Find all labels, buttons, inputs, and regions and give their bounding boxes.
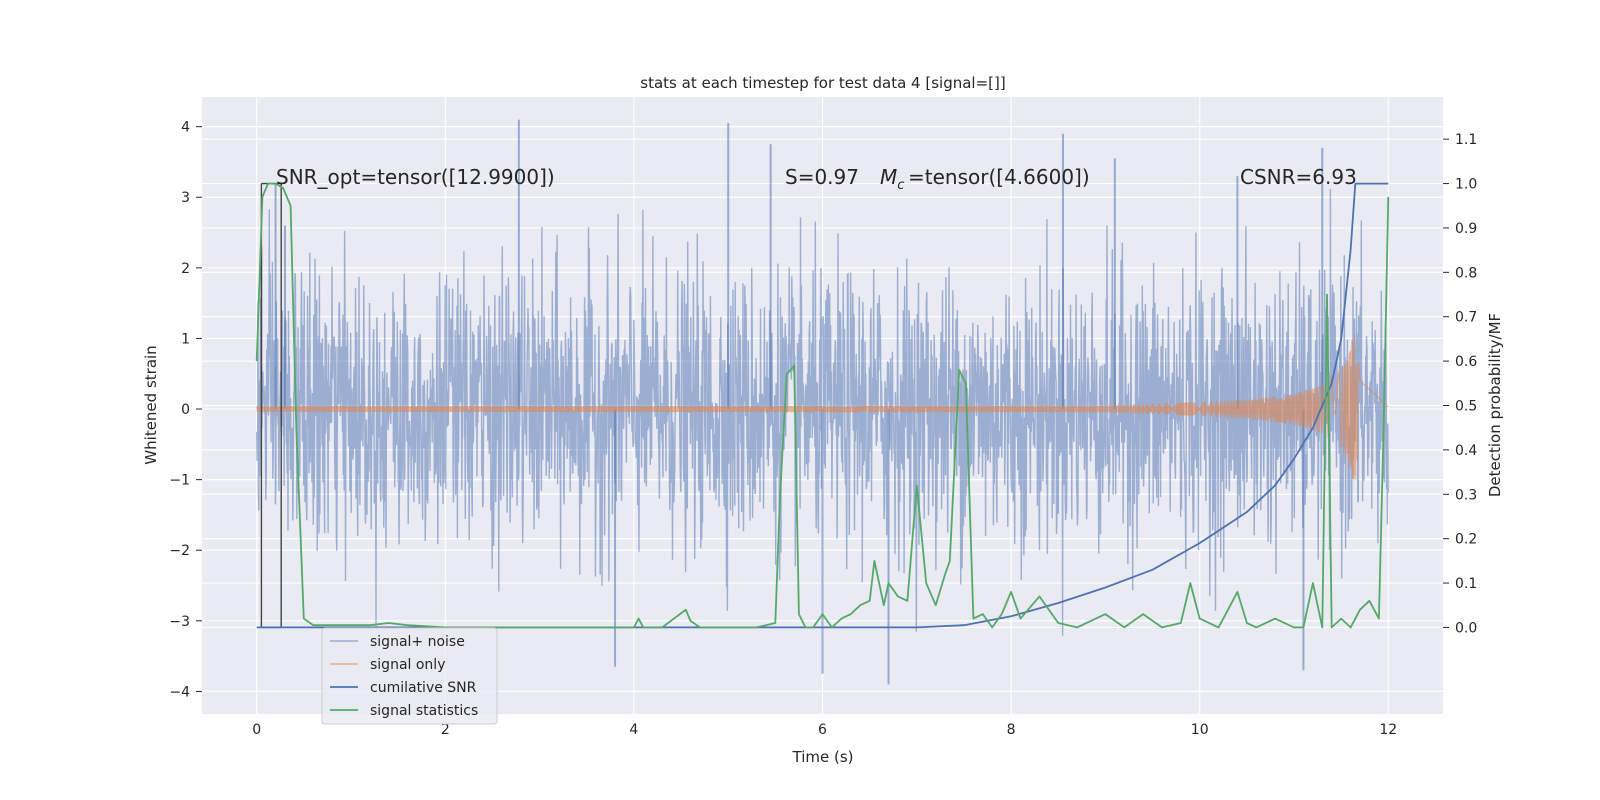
y2-tick-label: 0.6	[1455, 354, 1477, 370]
x-tick-label: 8	[1007, 722, 1016, 738]
y-tick-label: 4	[181, 120, 190, 136]
y2-tick-label: 0.4	[1455, 443, 1477, 459]
y2-tick-label: 0.3	[1455, 487, 1477, 503]
chart-title: stats at each timestep for test data 4 […	[640, 74, 1005, 92]
x-tick-label: 2	[441, 722, 450, 738]
series-signal-noise	[256, 189, 1389, 636]
legend-label-signal: signal only	[370, 657, 445, 673]
y2-axis-ticks: 0.0 0.1 0.2 0.3 0.4 0.5 0.6 0.7 0.8 0.9 1.0 1.1	[1443, 132, 1477, 636]
legend-box	[321, 627, 498, 725]
y2-tick-label: 0.2	[1455, 532, 1477, 548]
series-signal-statistics	[255, 182, 1390, 629]
y-tick-label: −2	[169, 543, 190, 559]
x-tick-label: 12	[1379, 722, 1397, 738]
x-tick-label: 10	[1191, 722, 1209, 738]
y-tick-label: 0	[181, 402, 190, 418]
y2-tick-label: 0.1	[1455, 576, 1477, 592]
y2-tick-label: 1.0	[1455, 177, 1477, 193]
s-value-annotation: S=0.97	[785, 165, 859, 189]
csnr-annotation: CSNR=6.93	[1240, 165, 1357, 189]
y2-axis-label: Detection probability/MF	[1486, 313, 1504, 497]
series-cumulative-snr	[256, 182, 1389, 629]
legend: signal+ noise signal only cumilative SNR…	[321, 627, 498, 725]
y-tick-label: −3	[169, 614, 190, 630]
y-tick-label: −4	[169, 684, 190, 700]
y2-tick-label: 0.8	[1455, 265, 1477, 281]
y-tick-label: 3	[181, 190, 190, 206]
y-axis-label: Whitened strain	[142, 345, 160, 464]
chirp-mass-annotation: =tensor([4.6600])	[908, 165, 1090, 189]
snr-opt-annotation: SNR_opt=tensor([12.9900])	[276, 165, 555, 189]
x-tick-label: 4	[629, 722, 638, 738]
y2-tick-label: 0.5	[1455, 399, 1477, 415]
y-tick-label: 1	[181, 331, 190, 347]
y-tick-label: −1	[169, 473, 190, 489]
legend-label-stats: signal statistics	[370, 703, 478, 719]
y2-tick-label: 0.9	[1455, 221, 1477, 237]
x-axis-ticks: 0 2 4 6 8 10 12	[252, 722, 1397, 738]
x-tick-label: 6	[818, 722, 827, 738]
y2-tick-label: 1.1	[1455, 132, 1477, 148]
y2-tick-label: 0.7	[1455, 310, 1477, 326]
y2-tick-label: 0.0	[1455, 620, 1477, 636]
y-axis-ticks: −4 −3 −2 −1 0 1 2 3 4	[169, 120, 202, 700]
x-axis-label: Time (s)	[792, 748, 854, 766]
series-layer	[255, 119, 1390, 685]
series-signal-only	[256, 334, 1389, 481]
legend-label-csnr: cumilative SNR	[370, 680, 477, 696]
x-tick-label: 0	[252, 722, 261, 738]
legend-label-noise: signal+ noise	[370, 634, 465, 650]
y-tick-label: 2	[181, 261, 190, 277]
